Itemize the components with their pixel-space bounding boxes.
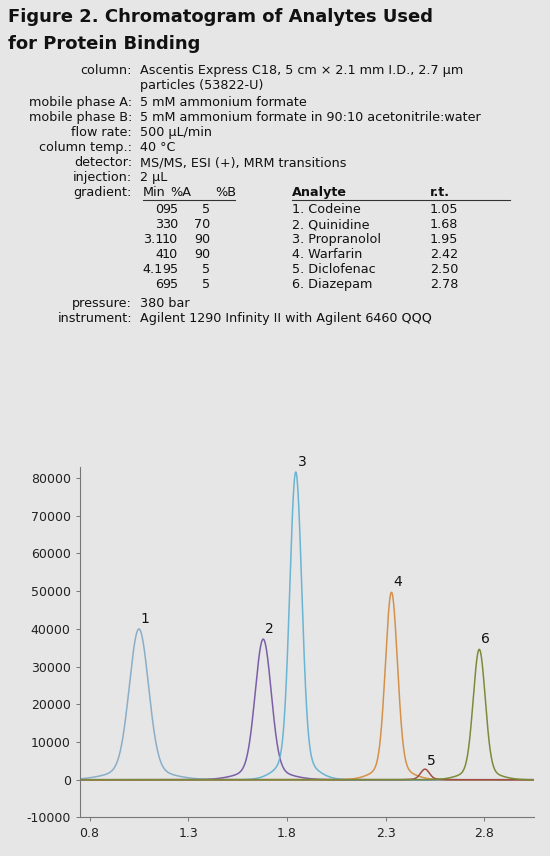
Text: 1: 1 xyxy=(141,612,150,626)
Text: 4: 4 xyxy=(155,248,163,261)
Text: 30: 30 xyxy=(162,218,178,231)
Text: 2: 2 xyxy=(265,622,274,636)
Text: 10: 10 xyxy=(162,248,178,261)
Text: for Protein Binding: for Protein Binding xyxy=(8,35,200,53)
Text: gradient:: gradient: xyxy=(74,186,132,199)
Text: Ascentis Express C18, 5 cm × 2.1 mm I.D., 2.7 μm: Ascentis Express C18, 5 cm × 2.1 mm I.D.… xyxy=(140,64,463,77)
Text: injection:: injection: xyxy=(73,171,132,184)
Text: Analyte: Analyte xyxy=(292,186,347,199)
Text: 3.1: 3.1 xyxy=(142,233,163,246)
Text: 3: 3 xyxy=(155,218,163,231)
Text: 380 bar: 380 bar xyxy=(140,297,190,310)
Text: 95: 95 xyxy=(162,203,178,216)
Text: 1.95: 1.95 xyxy=(430,233,458,246)
Text: mobile phase B:: mobile phase B: xyxy=(29,111,132,124)
Text: MS/MS, ESI (+), MRM transitions: MS/MS, ESI (+), MRM transitions xyxy=(140,156,346,169)
Text: 4.1: 4.1 xyxy=(143,263,163,276)
Text: 90: 90 xyxy=(194,248,210,261)
Text: 2. Quinidine: 2. Quinidine xyxy=(292,218,370,231)
Text: 2.42: 2.42 xyxy=(430,248,458,261)
Text: 1.68: 1.68 xyxy=(430,218,458,231)
Text: 95: 95 xyxy=(162,263,178,276)
Text: 5: 5 xyxy=(427,754,436,768)
Text: 10: 10 xyxy=(162,233,178,246)
Text: 4. Warfarin: 4. Warfarin xyxy=(292,248,362,261)
Text: 5. Diclofenac: 5. Diclofenac xyxy=(292,263,376,276)
Text: particles (53822-U): particles (53822-U) xyxy=(140,79,263,92)
Text: 3: 3 xyxy=(298,455,306,469)
Text: 95: 95 xyxy=(162,278,178,291)
Text: 0: 0 xyxy=(155,203,163,216)
Text: mobile phase A:: mobile phase A: xyxy=(29,96,132,109)
Text: Agilent 1290 Infinity II with Agilent 6460 QQQ: Agilent 1290 Infinity II with Agilent 64… xyxy=(140,312,432,325)
Text: 1.05: 1.05 xyxy=(430,203,459,216)
Text: detector:: detector: xyxy=(74,156,132,169)
Text: 6: 6 xyxy=(481,633,490,646)
Text: 4: 4 xyxy=(393,575,402,589)
Text: 6: 6 xyxy=(155,278,163,291)
Text: Min: Min xyxy=(143,186,166,199)
Text: r.t.: r.t. xyxy=(430,186,450,199)
Text: 2 μL: 2 μL xyxy=(140,171,167,184)
Text: 500 μL/min: 500 μL/min xyxy=(140,126,212,139)
Text: column:: column: xyxy=(80,64,132,77)
Text: 5 mM ammonium formate: 5 mM ammonium formate xyxy=(140,96,307,109)
Text: 3. Propranolol: 3. Propranolol xyxy=(292,233,381,246)
Text: 5 mM ammonium formate in 90:10 acetonitrile:water: 5 mM ammonium formate in 90:10 acetonitr… xyxy=(140,111,481,124)
Text: pressure:: pressure: xyxy=(72,297,132,310)
Text: 2.50: 2.50 xyxy=(430,263,458,276)
Text: 40 °C: 40 °C xyxy=(140,141,175,154)
Text: column temp.:: column temp.: xyxy=(39,141,132,154)
Text: instrument:: instrument: xyxy=(57,312,132,325)
Text: 70: 70 xyxy=(194,218,210,231)
Text: %B: %B xyxy=(215,186,236,199)
Text: 5: 5 xyxy=(202,278,210,291)
Text: flow rate:: flow rate: xyxy=(72,126,132,139)
Text: 1. Codeine: 1. Codeine xyxy=(292,203,361,216)
Text: Figure 2. Chromatogram of Analytes Used: Figure 2. Chromatogram of Analytes Used xyxy=(8,8,433,26)
Text: 6. Diazepam: 6. Diazepam xyxy=(292,278,372,291)
Text: 2.78: 2.78 xyxy=(430,278,458,291)
Text: 5: 5 xyxy=(202,263,210,276)
Text: 5: 5 xyxy=(202,203,210,216)
Text: %A: %A xyxy=(170,186,191,199)
Text: 90: 90 xyxy=(194,233,210,246)
